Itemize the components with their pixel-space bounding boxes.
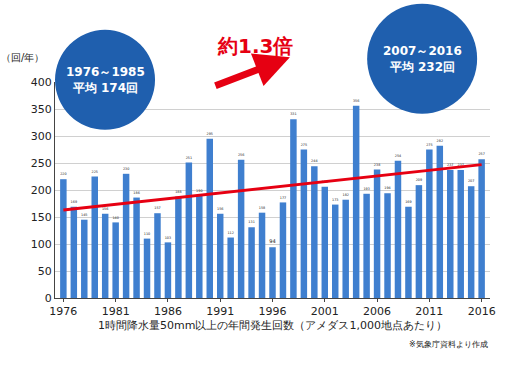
- svg-text:194: 194: [384, 186, 390, 190]
- svg-text:約1.3倍: 約1.3倍: [217, 34, 293, 58]
- svg-text:112: 112: [227, 231, 233, 235]
- svg-text:2016: 2016: [468, 305, 496, 318]
- svg-text:169: 169: [71, 200, 77, 204]
- svg-text:190: 190: [196, 189, 202, 193]
- svg-text:186: 186: [133, 191, 139, 195]
- svg-text:331: 331: [290, 112, 296, 116]
- svg-text:（回/年）: （回/年）: [1, 52, 44, 63]
- svg-text:177: 177: [280, 196, 286, 200]
- svg-text:400: 400: [31, 76, 52, 89]
- svg-text:275: 275: [301, 143, 307, 147]
- svg-text:250: 250: [31, 157, 52, 170]
- svg-text:94: 94: [269, 238, 275, 244]
- svg-text:103: 103: [165, 236, 171, 240]
- svg-text:282: 282: [437, 139, 443, 143]
- svg-text:110: 110: [144, 232, 150, 236]
- svg-text:220: 220: [60, 172, 66, 176]
- svg-text:145: 145: [81, 213, 87, 217]
- svg-text:50: 50: [38, 265, 52, 278]
- svg-text:140: 140: [112, 216, 118, 220]
- svg-text:156: 156: [217, 207, 223, 211]
- svg-text:1991: 1991: [206, 305, 234, 318]
- svg-text:237: 237: [457, 163, 463, 167]
- svg-text:158: 158: [259, 206, 265, 210]
- svg-text:237: 237: [447, 163, 453, 167]
- svg-text:230: 230: [123, 167, 129, 171]
- svg-text:256: 256: [238, 153, 244, 157]
- svg-text:1976: 1976: [49, 305, 77, 318]
- svg-text:300: 300: [31, 130, 52, 143]
- svg-text:275: 275: [426, 143, 432, 147]
- svg-text:157: 157: [154, 206, 160, 210]
- svg-text:1976～1985平均 174回: 1976～1985平均 174回: [66, 65, 145, 95]
- svg-text:1996: 1996: [259, 305, 287, 318]
- svg-text:2006: 2006: [363, 305, 391, 318]
- svg-text:251: 251: [186, 156, 192, 160]
- svg-text:350: 350: [31, 103, 52, 116]
- svg-text:1時間降水量50mm以上の年間発生回数（アメダス1,000地: 1時間降水量50mm以上の年間発生回数（アメダス1,000地点あたり）: [98, 319, 447, 332]
- svg-text:2007～2016平均 232回: 2007～2016平均 232回: [383, 44, 462, 74]
- svg-text:244: 244: [311, 159, 317, 163]
- svg-text:238: 238: [374, 163, 380, 167]
- svg-text:2011: 2011: [415, 305, 443, 318]
- svg-text:131: 131: [248, 220, 254, 224]
- svg-text:169: 169: [405, 200, 411, 204]
- svg-text:188: 188: [175, 190, 181, 194]
- svg-text:206: 206: [322, 180, 328, 184]
- svg-text:173: 173: [332, 198, 338, 202]
- svg-text:1981: 1981: [102, 305, 130, 318]
- svg-text:295: 295: [207, 132, 213, 136]
- svg-text:100: 100: [31, 238, 52, 251]
- svg-text:182: 182: [342, 193, 348, 197]
- svg-text:207: 207: [468, 179, 474, 183]
- svg-text:0: 0: [45, 292, 52, 305]
- svg-text:257: 257: [478, 152, 484, 156]
- svg-text:209: 209: [416, 178, 422, 182]
- svg-text:2001: 2001: [311, 305, 339, 318]
- svg-text:※気象庁資料より作成: ※気象庁資料より作成: [409, 340, 488, 349]
- svg-text:156: 156: [102, 207, 108, 211]
- svg-text:200: 200: [31, 184, 52, 197]
- svg-text:225: 225: [92, 170, 98, 174]
- svg-text:1986: 1986: [154, 305, 182, 318]
- svg-text:193: 193: [363, 187, 369, 191]
- svg-text:254: 254: [395, 154, 401, 158]
- svg-text:150: 150: [31, 211, 52, 224]
- svg-text:356: 356: [353, 99, 359, 103]
